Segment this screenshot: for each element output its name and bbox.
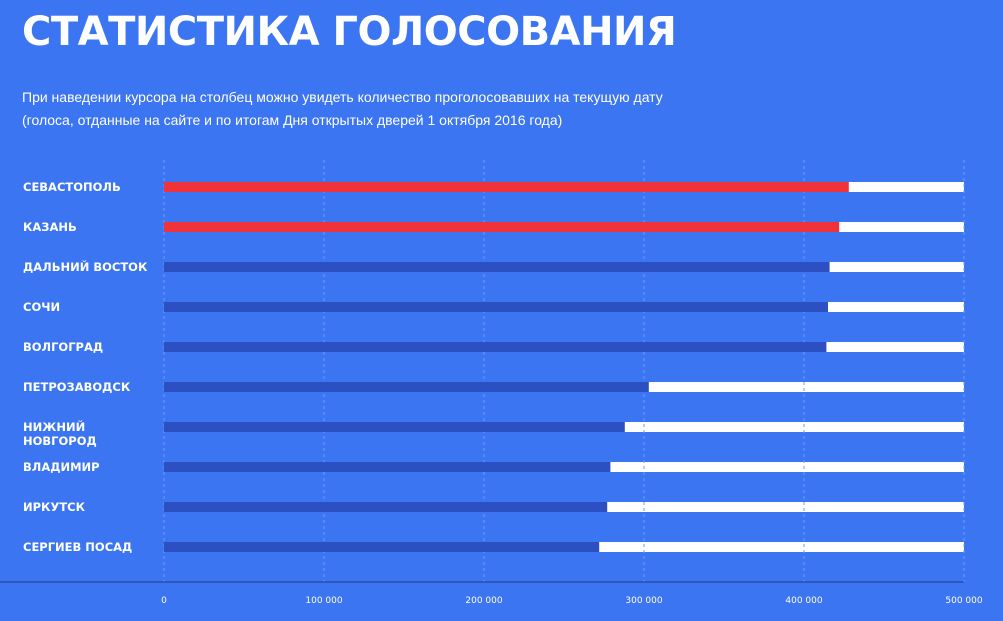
category-label-3: СОЧИ xyxy=(23,300,60,314)
category-label-0: СЕВАСТОПОЛЬ xyxy=(23,180,121,194)
category-label-9: СЕРГИЕВ ПОСАД xyxy=(23,540,132,554)
x-tick-label-1: 100 000 xyxy=(305,596,342,606)
category-label-8: ИРКУТСК xyxy=(23,500,86,514)
category-label-6-line-1: НОВГОРОД xyxy=(23,434,97,448)
category-label-5: ПЕТРОЗАВОДСК xyxy=(23,380,131,394)
bar-7[interactable] xyxy=(164,462,611,472)
bar-4[interactable] xyxy=(164,342,827,352)
bar-0[interactable] xyxy=(164,182,849,192)
bar-8[interactable] xyxy=(164,502,608,512)
category-label-6-line-0: НИЖНИЙ xyxy=(23,419,85,434)
page-title: СТАТИСТИКА ГОЛОСОВАНИЯ xyxy=(22,9,677,55)
category-label-7: ВЛАДИМИР xyxy=(23,460,100,474)
x-tick-label-0: 0 xyxy=(161,596,167,606)
bar-1[interactable] xyxy=(164,222,840,232)
bar-3[interactable] xyxy=(164,302,828,312)
category-label-2: ДАЛЬНИЙ ВОСТОК xyxy=(23,259,148,274)
bar-2[interactable] xyxy=(164,262,830,272)
subtitle-line-1: При наведении курсора на столбец можно у… xyxy=(22,89,663,105)
category-label-4: ВОЛГОГРАД xyxy=(23,340,103,354)
category-label-1: КАЗАНЬ xyxy=(23,220,77,234)
bar-6[interactable] xyxy=(164,422,625,432)
bar-9[interactable] xyxy=(164,542,600,552)
x-tick-label-5: 500 000 xyxy=(945,596,982,606)
bar-5[interactable] xyxy=(164,382,649,392)
subtitle-line-2: (голоса, отданные на сайте и по итогам Д… xyxy=(22,112,563,128)
x-tick-label-2: 200 000 xyxy=(465,596,502,606)
x-tick-label-4: 400 000 xyxy=(785,596,822,606)
x-tick-label-3: 300 000 xyxy=(625,596,662,606)
